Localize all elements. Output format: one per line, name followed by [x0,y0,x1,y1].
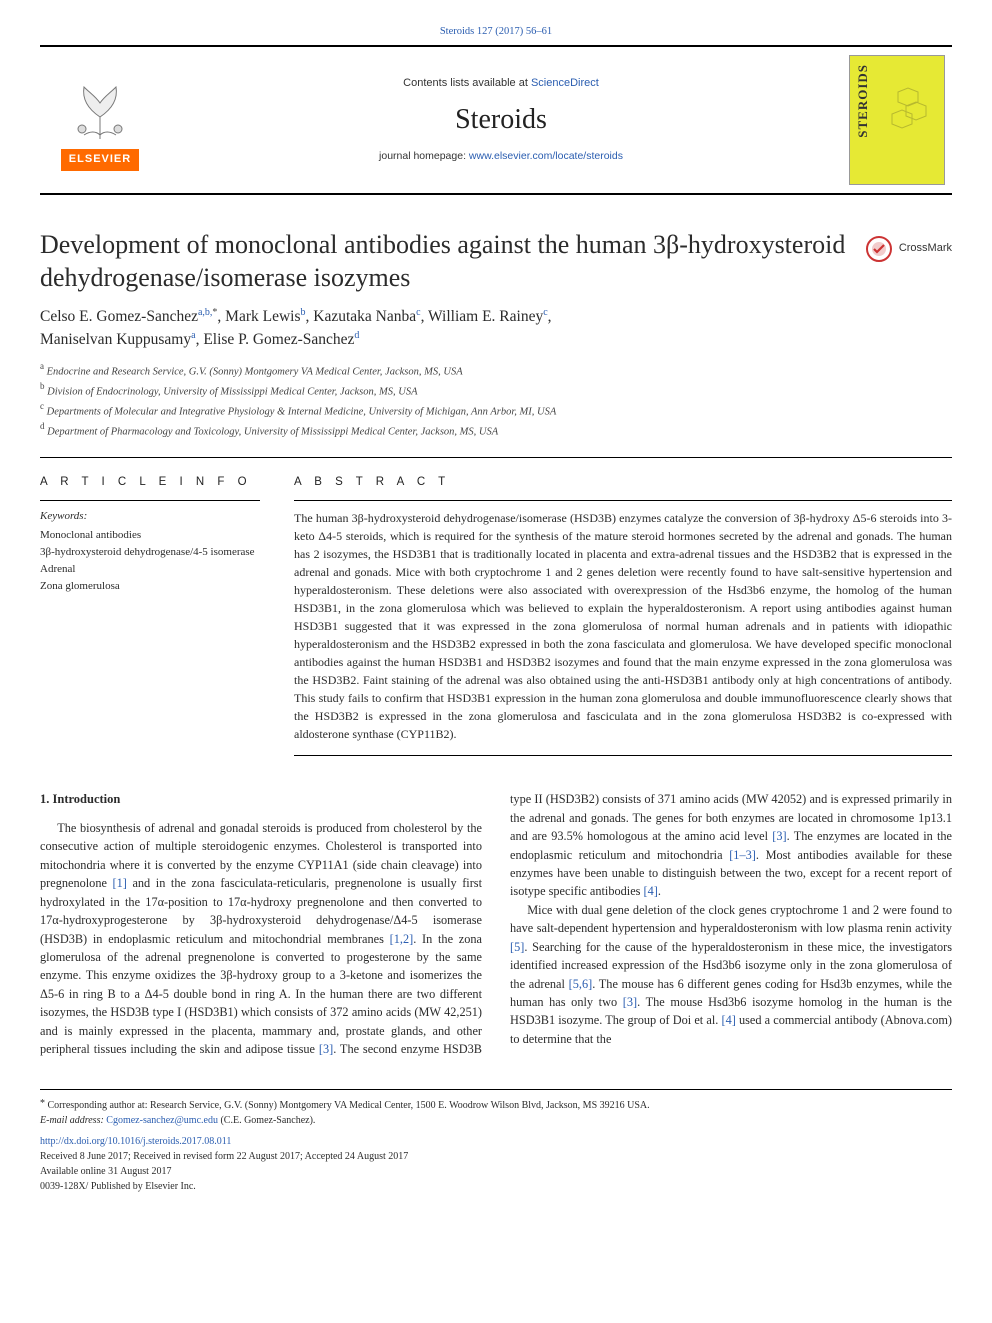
elsevier-wordmark: ELSEVIER [61,149,139,171]
sciencedirect-link[interactable]: ScienceDirect [531,77,599,89]
intro-para-2: Mice with dual gene deletion of the cloc… [510,901,952,1049]
affiliation-b: b Division of Endocrinology, University … [40,381,952,401]
divider-top [40,457,952,458]
journal-cover: STEROIDS [849,55,945,185]
header-center: Contents lists available at ScienceDirec… [160,47,842,193]
body-columns: 1. Introduction The biosynthesis of adre… [40,790,952,1058]
abstract-text: The human 3β-hydroxysteroid dehydrogenas… [294,509,952,743]
cite-3[interactable]: [3] [319,1042,333,1056]
cite-2[interactable]: [1,2] [390,932,414,946]
cite-1[interactable]: [1] [113,876,127,890]
keyword-2: 3β-hydroxysteroid dehydrogenase/4-5 isom… [40,544,260,561]
author-list: Celso E. Gomez-Sancheza,b,*, Mark Lewisb… [40,306,952,351]
article-info-heading: A R T I C L E I N F O [40,474,260,491]
crossmark-icon [865,235,893,263]
author-1-corr-star: * [212,307,217,318]
email-line: E-mail address: Cgomez-sanchez@umc.edu (… [40,1113,952,1128]
crossmark-badge[interactable]: CrossMark [865,229,952,263]
cite-6[interactable]: [4] [644,884,658,898]
author-3: Kazutaka Nanba [313,308,416,325]
contents-prefix: Contents lists available at [403,77,531,89]
cite-8[interactable]: [5,6] [569,977,593,991]
affiliation-d: d Department of Pharmacology and Toxicol… [40,421,952,441]
author-1: Celso E. Gomez-Sanchez [40,308,198,325]
cite-7[interactable]: [5] [510,940,524,954]
title-row: Development of monoclonal antibodies aga… [40,229,952,306]
homepage-prefix: journal homepage: [379,150,469,162]
copyright: 0039-128X/ Published by Elsevier Inc. [40,1179,952,1194]
email-attribution: (C.E. Gomez-Sanchez). [220,1115,315,1126]
crossmark-label: CrossMark [899,241,952,257]
cite-10[interactable]: [4] [721,1013,735,1027]
keywords-list: Monoclonal antibodies 3β-hydroxysteroid … [40,527,260,595]
cite-5[interactable]: [1–3] [729,848,756,862]
abstract-col: A B S T R A C T The human 3β-hydroxyster… [294,474,952,765]
journal-homepage-line: journal homepage: www.elsevier.com/locat… [379,149,623,164]
keyword-4: Zona glomerulosa [40,578,260,595]
journal-header-band: ELSEVIER Contents lists available at Sci… [40,45,952,195]
article-info-col: A R T I C L E I N F O Keywords: Monoclon… [40,474,260,765]
doi-link[interactable]: http://dx.doi.org/10.1016/j.steroids.201… [40,1134,952,1149]
footnotes: * Corresponding author at: Research Serv… [40,1089,952,1194]
author-5: Maniselvan Kuppusamy [40,331,191,348]
section-introduction-heading: 1. Introduction [40,790,482,809]
author-2: Mark Lewis [225,308,300,325]
elsevier-logo-cell: ELSEVIER [40,47,160,193]
info-abstract-row: A R T I C L E I N F O Keywords: Monoclon… [40,474,952,765]
author-3-aff: c [416,307,420,318]
article-title: Development of monoclonal antibodies aga… [40,229,849,294]
author-1-aff: a,b, [198,307,212,318]
affiliation-c: c Departments of Molecular and Integrati… [40,401,952,421]
email-label: E-mail address: [40,1115,106,1126]
author-4-aff: c [543,307,547,318]
cite-4[interactable]: [3] [772,829,786,843]
keyword-1: Monoclonal antibodies [40,527,260,544]
corresponding-author-note: * Corresponding author at: Research Serv… [40,1098,952,1113]
journal-citation-link: Steroids 127 (2017) 56–61 [40,24,952,39]
elsevier-tree-icon [60,69,140,145]
keywords-label: Keywords: [40,509,260,525]
keyword-3: Adrenal [40,561,260,578]
author-5-aff: a [191,330,195,341]
contents-lists-line: Contents lists available at ScienceDirec… [403,76,599,92]
available-online: Available online 31 August 2017 [40,1164,952,1179]
corr-email-link[interactable]: Cgomez-sanchez@umc.edu [106,1115,218,1126]
journal-cover-label: STEROIDS [854,64,873,138]
author-2-aff: b [301,307,306,318]
cite-9[interactable]: [3] [623,995,637,1009]
received-dates: Received 8 June 2017; Received in revise… [40,1149,952,1164]
corr-star-icon: * [40,1098,45,1109]
journal-citation-anchor[interactable]: Steroids 127 (2017) 56–61 [440,26,552,37]
journal-title: Steroids [455,100,547,141]
journal-cover-cell: STEROIDS [842,47,952,193]
cover-molecule-icon [878,84,938,144]
journal-homepage-link[interactable]: www.elsevier.com/locate/steroids [469,150,623,162]
author-4: William E. Rainey [428,308,543,325]
affiliation-a: a Endocrine and Research Service, G.V. (… [40,361,952,381]
author-6: Elise P. Gomez-Sanchez [203,331,354,348]
affiliations: a Endocrine and Research Service, G.V. (… [40,361,952,440]
author-6-aff: d [354,330,359,341]
abstract-heading: A B S T R A C T [294,474,952,491]
